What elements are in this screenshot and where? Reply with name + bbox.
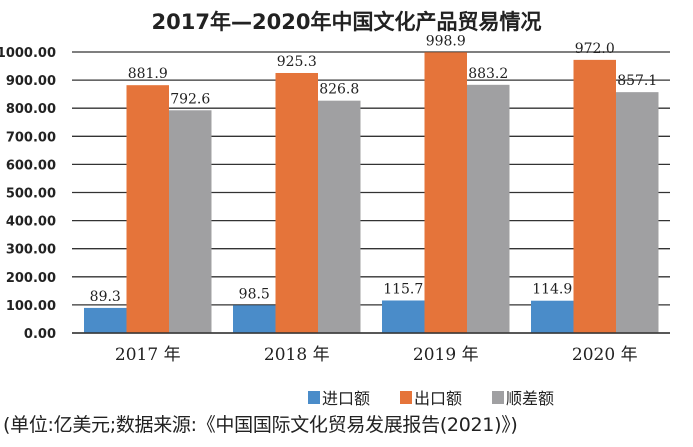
legend-swatch-export [400,390,413,404]
y-tick-label: 100.00 [6,299,56,314]
x-tick-label: 2020 年 [572,345,638,365]
data-label: 114.9 [532,282,572,298]
legend-swatch-import [308,390,320,404]
bar [233,305,276,333]
data-label: 792.6 [170,91,210,107]
y-tick-label: 700.00 [6,130,56,145]
bar [616,92,659,333]
y-tick-label: 200.00 [6,271,56,286]
legend: 进口额 出口额 顺差额 [308,385,554,409]
y-tick-label: 600.00 [6,158,56,173]
y-tick-label: 0.00 [24,327,56,342]
data-label: 972.0 [575,41,615,57]
data-label: 98.5 [239,286,270,302]
data-label: 857.1 [617,73,657,89]
data-label: 881.9 [128,66,168,82]
source-note: (单位:亿美元;数据来源:《中国国际文化贸易发展报告(2021)》) [3,414,518,436]
legend-item-export: 出口额 [400,385,462,409]
bar [424,52,467,333]
x-tick-label: 2018 年 [264,345,330,365]
legend-label-surplus: 顺差额 [506,389,555,408]
legend-label-export: 出口额 [414,389,463,408]
bar [126,85,169,333]
bar [275,72,318,334]
bar [467,84,510,333]
y-tick-label: 1000.00 [0,46,56,61]
data-label: 826.8 [319,82,359,98]
legend-item-import: 进口额 [308,385,370,409]
bar [573,59,616,333]
legend-item-surplus: 顺差额 [492,385,554,409]
chart-title: 2017年—2020年中国文化产品贸易情况 [151,10,542,34]
data-label: 89.3 [90,289,121,305]
bar [318,100,361,334]
y-tick-label: 500.00 [6,187,56,202]
data-label: 115.7 [383,281,423,297]
legend-swatch-surplus [492,390,505,404]
x-tick-label: 2019 年 [413,345,479,365]
data-label: 998.9 [426,33,466,49]
bar [382,300,425,333]
x-tick-label: 2017 年 [115,345,181,365]
bar [531,300,574,333]
y-tick-label: 800.00 [6,102,56,117]
data-label: 883.2 [468,66,508,82]
bar [84,307,127,333]
y-tick-label: 900.00 [6,74,56,89]
bar [169,110,212,333]
legend-label-import: 进口额 [322,389,371,408]
data-label: 925.3 [277,54,317,70]
y-tick-label: 400.00 [6,215,56,230]
y-tick-label: 300.00 [6,243,56,258]
